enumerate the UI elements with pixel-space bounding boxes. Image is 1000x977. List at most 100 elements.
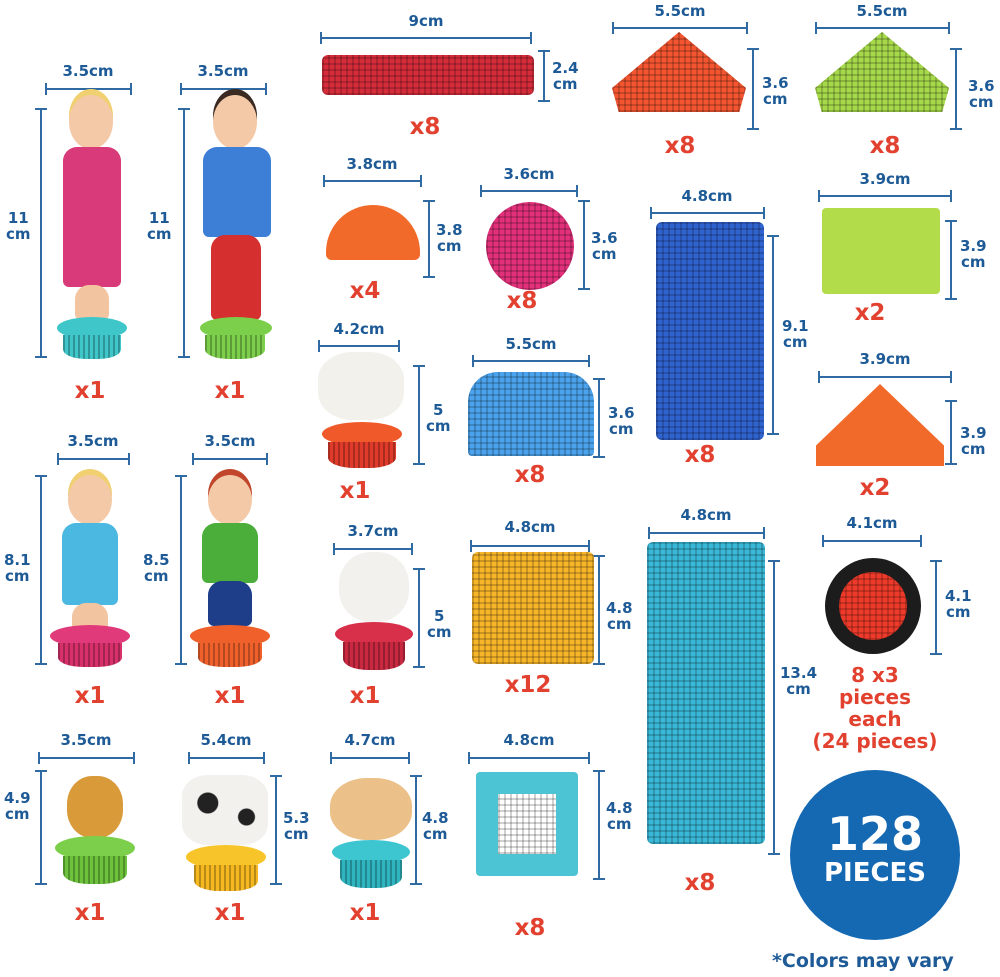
count-label: x1	[74, 378, 106, 404]
width-label: 4.7cm	[344, 731, 396, 749]
count-label: x1	[339, 478, 371, 504]
width-label: 5.5cm	[654, 2, 706, 20]
height-line	[175, 475, 187, 665]
badge-number: 128	[826, 807, 924, 861]
width-line	[818, 371, 952, 383]
height-label: 3.6 cm	[968, 77, 995, 111]
height-line	[35, 108, 47, 358]
height-label: 8.1 cm	[4, 551, 31, 585]
width-label: 4.8cm	[503, 731, 555, 749]
boy-figure	[190, 475, 270, 667]
width-label: 5.5cm	[856, 2, 908, 20]
height-label: 5.3 cm	[283, 809, 310, 843]
height-label: 13.4 cm	[780, 664, 818, 698]
colors-note: *Colors may vary	[772, 950, 954, 972]
count-label: x8	[506, 288, 538, 314]
yellow-square	[472, 552, 594, 664]
green-block	[822, 208, 940, 294]
height-label: 3.6 cm	[762, 74, 789, 108]
count-label: x8	[409, 114, 441, 140]
height-line	[538, 50, 550, 102]
height-line	[945, 400, 957, 465]
height-line	[35, 475, 47, 665]
height-label: 3.9 cm	[960, 237, 987, 271]
width-label: 3.5cm	[60, 731, 112, 749]
count-label: x2	[859, 475, 891, 501]
blue-arch	[468, 372, 594, 456]
height-label: 3.6 cm	[608, 404, 635, 438]
count-label: x8	[869, 133, 901, 159]
height-line	[593, 555, 605, 665]
count-label: x12	[504, 672, 552, 698]
disc-count-text: 8 x3 pieces each (24 pieces)	[812, 664, 937, 752]
height-label: 3.8 cm	[436, 221, 463, 255]
height-line	[930, 560, 942, 655]
height-line	[593, 770, 605, 880]
height-line	[410, 775, 422, 885]
width-line	[330, 752, 410, 764]
width-line	[468, 752, 590, 764]
height-line	[413, 365, 425, 465]
chicken	[55, 768, 135, 886]
width-line	[822, 535, 922, 547]
count-label: x4	[349, 278, 381, 304]
height-label: 11 cm	[147, 209, 172, 243]
count-label: x1	[214, 378, 246, 404]
girl-figure	[50, 475, 130, 667]
height-line	[945, 220, 957, 300]
count-label: x1	[349, 900, 381, 926]
height-label: 5 cm	[426, 401, 451, 435]
width-line	[480, 185, 578, 197]
width-line	[38, 752, 135, 764]
height-label: 4.1 cm	[945, 587, 972, 621]
height-label: 4.8 cm	[606, 599, 633, 633]
width-line	[815, 22, 950, 34]
width-line	[472, 355, 590, 367]
height-line	[950, 48, 962, 130]
height-label: 11 cm	[6, 209, 31, 243]
width-line	[180, 83, 267, 95]
height-label: 2.4 cm	[552, 59, 579, 93]
height-label: 9.1 cm	[782, 317, 809, 351]
cow	[180, 775, 270, 891]
height-label: 3.6 cm	[591, 229, 618, 263]
width-line	[818, 190, 952, 202]
woman-figure	[55, 95, 130, 360]
width-line	[333, 543, 413, 555]
height-line	[767, 235, 779, 435]
large-blue-rectangle	[647, 542, 765, 844]
width-label: 3.8cm	[346, 155, 398, 173]
width-label: 5.4cm	[200, 731, 252, 749]
height-label: 5 cm	[427, 607, 452, 641]
width-label: 9cm	[408, 12, 444, 30]
width-label: 4.2cm	[333, 320, 385, 338]
pig	[330, 778, 412, 890]
width-label: 3.5cm	[197, 62, 249, 80]
total-pieces-badge: 128 PIECES	[790, 770, 960, 940]
count-line: (24 pieces)	[812, 729, 938, 753]
height-line	[413, 568, 425, 668]
height-line	[178, 108, 190, 358]
count-label: x1	[214, 683, 246, 709]
count-label: x8	[514, 462, 546, 488]
count-label: x1	[74, 900, 106, 926]
height-line	[270, 775, 282, 885]
orange-dome	[326, 205, 420, 260]
orange-pyramid	[816, 384, 944, 466]
height-label: 3.9 cm	[960, 424, 987, 458]
orange-triangle	[612, 32, 746, 112]
pink-circle	[486, 202, 574, 290]
width-label: 4.8cm	[504, 518, 556, 536]
width-label: 3.5cm	[204, 432, 256, 450]
count-line: 8 x3	[851, 663, 899, 687]
count-label: x8	[514, 915, 546, 941]
count-line: pieces	[838, 685, 912, 709]
width-label: 4.8cm	[680, 506, 732, 524]
sheep	[318, 352, 406, 470]
width-line	[648, 527, 765, 539]
height-line	[423, 200, 435, 278]
width-line	[318, 340, 400, 352]
height-line	[768, 560, 780, 855]
count-label: x8	[684, 870, 716, 896]
height-line	[747, 48, 759, 130]
